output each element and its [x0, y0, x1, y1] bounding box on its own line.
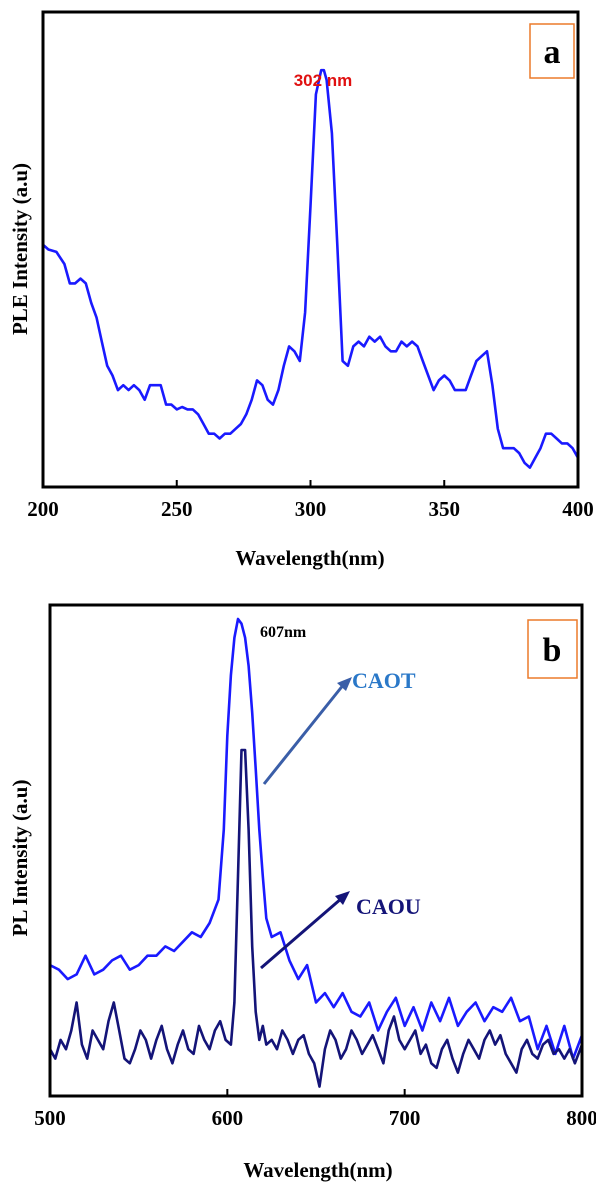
x-tick-label: 350	[429, 497, 461, 521]
panel-b-x-ticks: 500 600 700 800	[34, 1089, 596, 1130]
panel-b-letter: b	[543, 632, 562, 669]
panel-b-plot-area	[50, 605, 582, 1096]
caot-pointer-arrow	[262, 683, 346, 785]
caou-pointer-arrow	[260, 896, 343, 970]
x-tick-label: 500	[34, 1106, 66, 1130]
panel-a-plot-area	[43, 12, 578, 487]
x-tick-label: 250	[161, 497, 193, 521]
ple-series-line	[42, 68, 580, 469]
caot-series-line	[49, 617, 584, 1060]
panel-b-frame	[48, 603, 584, 1098]
x-tick-label: 300	[295, 497, 327, 521]
panel-a-x-ticks: 200 250 300 350 400	[27, 480, 594, 521]
caot-series-label: CAOT	[352, 668, 416, 693]
panel-b-x-axis-title: Wavelength(nm)	[243, 1158, 392, 1182]
panel-a-peak-annotation: 302 nm	[294, 71, 353, 90]
panel-a-y-axis-title: PLE Intensity (a.u)	[8, 163, 32, 335]
x-tick-label: 700	[389, 1106, 421, 1130]
panel-a-x-axis-title: Wavelength(nm)	[235, 546, 384, 570]
panel-a-series-layer	[42, 68, 580, 469]
panel-b-y-axis-title: PL Intensity (a.u)	[8, 780, 32, 937]
panel-a-chart: 200 250 300 350 400 Wavelength(nm) PLE Inten…	[8, 10, 594, 570]
caou-series-line	[48, 748, 584, 1088]
caot-pointer-arrowhead	[337, 677, 352, 691]
panel-b-peak-annotation: 607nm	[260, 624, 307, 641]
x-tick-label: 200	[27, 497, 59, 521]
caou-series-label: CAOU	[356, 894, 421, 919]
x-tick-label: 800	[566, 1106, 596, 1130]
x-tick-label: 400	[562, 497, 594, 521]
caou-pointer-arrowhead	[335, 891, 350, 905]
x-tick-label: 600	[212, 1106, 244, 1130]
panel-a-letter: a	[544, 34, 561, 71]
panel-b-chart: 500 600 700 800 Wavelength(nm) PL Intensity…	[8, 603, 596, 1182]
panel-b-series-layer	[48, 617, 584, 1088]
panel-b-letter-box	[527, 619, 578, 679]
panel-a-letter-box	[529, 23, 575, 79]
